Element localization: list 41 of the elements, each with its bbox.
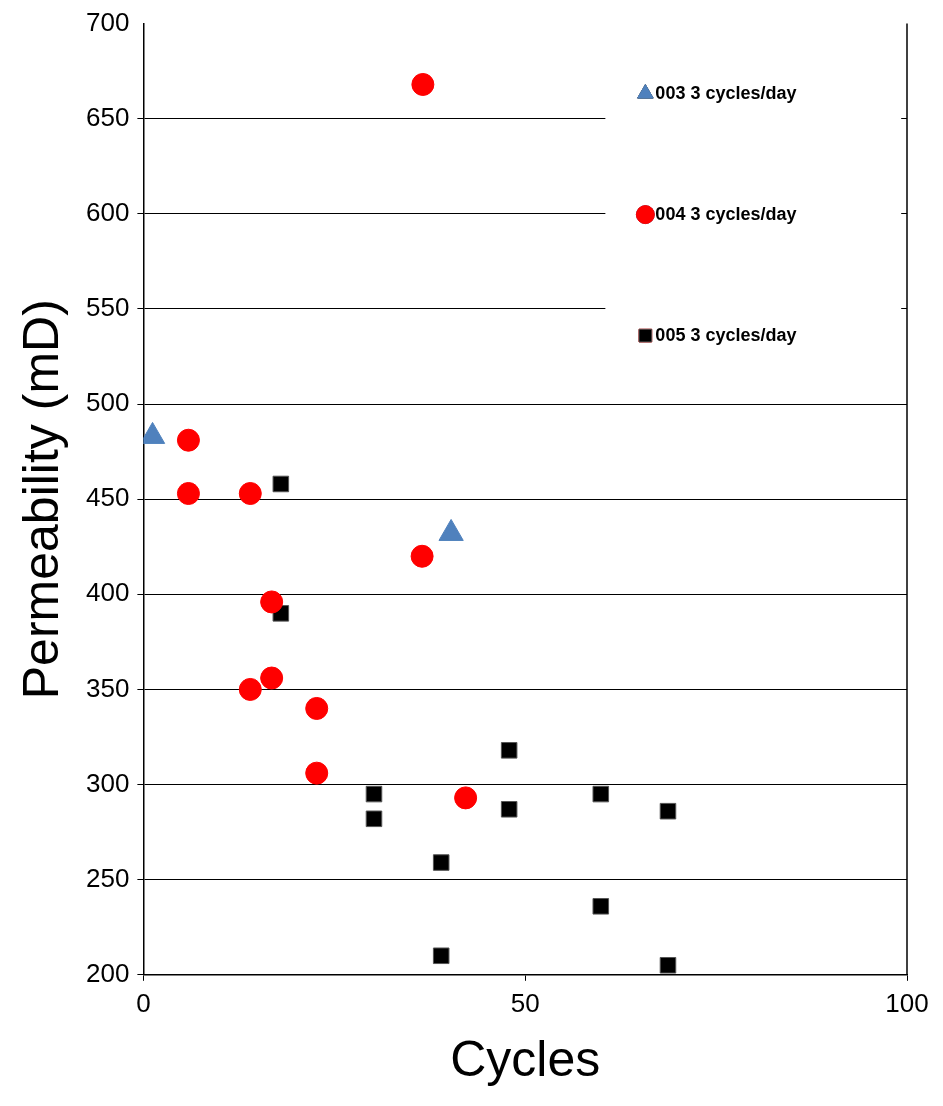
point: [432, 854, 450, 871]
y-tick-label: 250: [85, 862, 130, 893]
x-tick-label: 50: [510, 987, 540, 1018]
point: [260, 590, 284, 614]
legend-label: 005 3 cycles/day: [655, 324, 797, 345]
y-tick-label: 450: [85, 482, 130, 513]
x-tick-label: 100: [885, 987, 929, 1018]
point: [659, 802, 677, 820]
point: [176, 428, 200, 452]
legend-label: 004 3 cycles/day: [655, 203, 797, 224]
point: [592, 898, 610, 915]
point: [176, 481, 200, 505]
point: [432, 947, 450, 965]
legend-label: 003 3 cycles/day: [655, 82, 797, 103]
x-axis-title: Cycles: [450, 1030, 601, 1087]
y-axis-title: Permeability (mD): [12, 299, 69, 700]
y-tick-label: 350: [85, 672, 130, 703]
y-tick-label: 500: [85, 387, 130, 418]
point: [500, 801, 518, 818]
point: [454, 786, 478, 810]
y-tick-label: 600: [85, 197, 130, 228]
point: [238, 677, 262, 701]
x-tick-label: 0: [136, 987, 151, 1018]
y-tick-label: 200: [85, 957, 130, 988]
point: [500, 742, 518, 759]
point: [238, 481, 262, 505]
point: [410, 544, 434, 568]
y-tick-label: 650: [85, 101, 130, 132]
point: [272, 475, 290, 493]
y-tick-label: 700: [85, 6, 130, 37]
point: [305, 696, 329, 720]
y-tick-label: 400: [85, 577, 130, 608]
point: [411, 72, 435, 96]
point: [365, 810, 383, 828]
point: [260, 666, 284, 690]
point: [305, 761, 329, 785]
point: [365, 785, 383, 803]
y-tick-label: 300: [85, 767, 130, 798]
point: [592, 785, 610, 803]
y-tick-label: 550: [85, 292, 130, 323]
point: [659, 957, 677, 974]
